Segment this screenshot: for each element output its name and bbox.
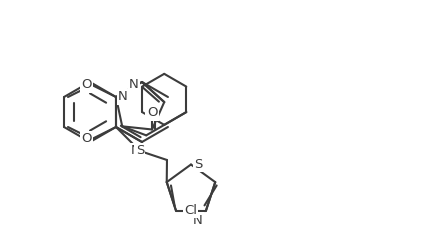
Text: S: S	[193, 158, 202, 171]
Text: O: O	[81, 132, 92, 146]
Text: N: N	[131, 144, 141, 157]
Text: N: N	[118, 90, 127, 104]
Text: Cl: Cl	[184, 204, 196, 217]
Text: N: N	[193, 214, 202, 227]
Text: O: O	[81, 79, 92, 92]
Text: O: O	[147, 106, 157, 119]
Text: S: S	[135, 144, 144, 157]
Text: N: N	[129, 77, 138, 90]
